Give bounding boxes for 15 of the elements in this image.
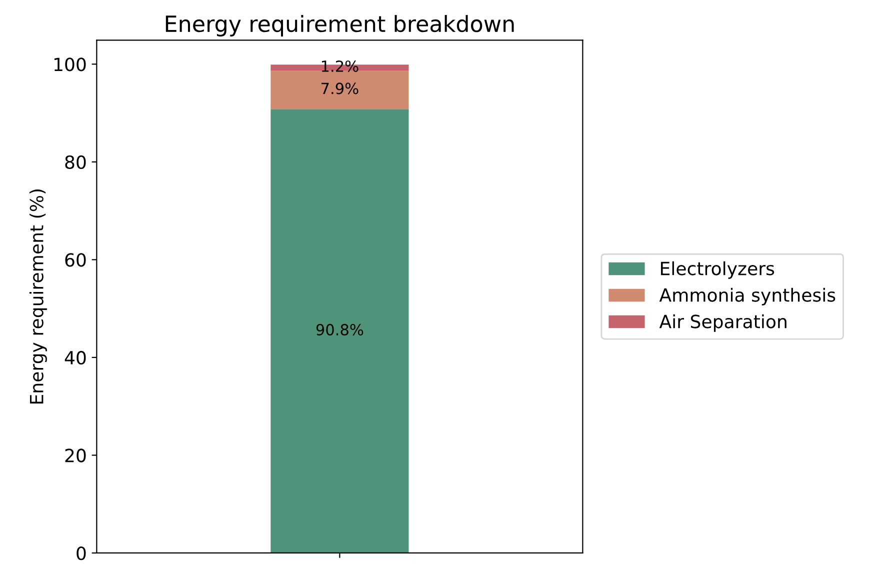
legend-label: Electrolyzers <box>660 261 774 279</box>
data-label: 90.8% <box>316 324 364 336</box>
bar <box>270 70 409 110</box>
y-axis-title: Energy requirement (%) <box>29 189 47 404</box>
y-tick-label: 100 <box>54 58 86 72</box>
bar <box>270 109 409 553</box>
y-tick-label: 40 <box>64 350 86 365</box>
legend-label: Air Separation <box>659 314 786 332</box>
legend-label: Ammonia synthesis <box>659 288 836 306</box>
y-tick-label: 20 <box>65 448 86 462</box>
y-tick-label: 80 <box>65 155 86 170</box>
y-tick-label: 0 <box>76 546 86 560</box>
chart-title: Energy requirement breakdown <box>166 14 514 36</box>
y-tick-label: 60 <box>65 253 86 267</box>
data-label: 7.9% <box>322 82 358 94</box>
